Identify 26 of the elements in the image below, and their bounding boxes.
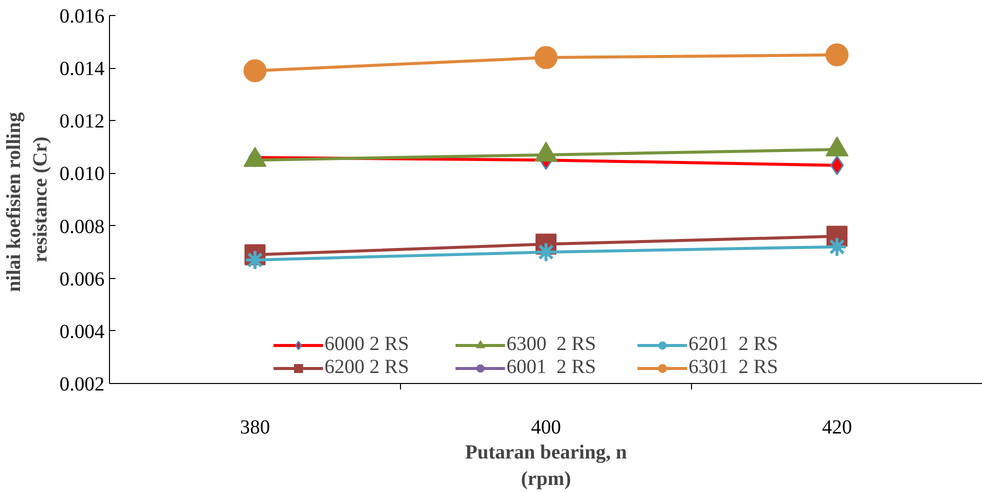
legend-label: 6001 2 RS (506, 356, 597, 379)
legend-label: 6201 2 RS (688, 333, 779, 356)
y-tick-label: 0.016 (60, 6, 104, 28)
y-tick-label: 0.014 (60, 58, 104, 80)
legend-label: 6300 2 RS (506, 333, 597, 356)
point (244, 249, 266, 270)
point (830, 156, 844, 176)
x-tick-label: 400 (531, 416, 561, 438)
y-tick-label: 0.002 (60, 374, 104, 396)
point (826, 236, 848, 258)
y-tick-label: 0.012 (60, 110, 104, 133)
point (536, 242, 556, 263)
legend-label: 6000 2 RS (324, 333, 410, 356)
x-tick-label: 380 (240, 416, 270, 438)
y-tick-label: 0.004 (60, 320, 104, 343)
legend-label: 6301 2 RS (688, 356, 779, 379)
y-tick-label: 0.006 (60, 268, 104, 290)
legend-label: 6200 2 RS (324, 356, 410, 379)
point (244, 59, 266, 82)
y-tick-label: 0.008 (60, 216, 104, 238)
y-axis-title: nilai koefisien rolling resistance (Cr) (3, 112, 52, 292)
point (534, 46, 558, 70)
x-axis-title: Putaran bearing, n (rpm) (465, 442, 627, 490)
y-tick-label: 0.010 (60, 163, 104, 186)
point (826, 43, 848, 66)
x-tick-label: 420 (822, 416, 852, 438)
